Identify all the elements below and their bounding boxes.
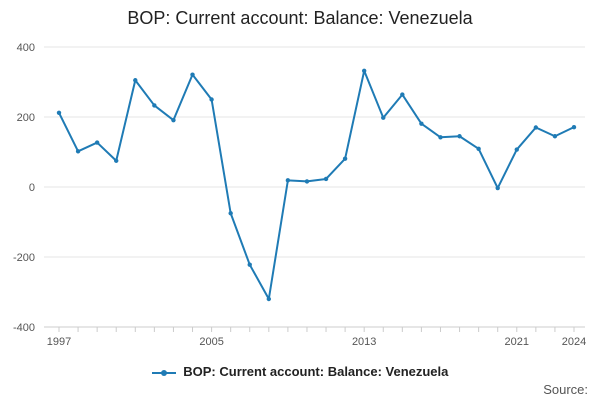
x-tick-label: 2005 xyxy=(199,336,223,348)
y-tick-label: -200 xyxy=(13,252,35,264)
series-line xyxy=(58,69,575,300)
data-point xyxy=(190,72,195,77)
x-tick-label: 2024 xyxy=(562,336,586,348)
data-point xyxy=(228,211,233,216)
x-tick-label: 2013 xyxy=(352,336,376,348)
chart-title: BOP: Current account: Balance: Venezuela xyxy=(127,8,473,28)
y-tick-label: 200 xyxy=(17,112,35,124)
data-point xyxy=(247,262,252,267)
data-point xyxy=(133,78,138,83)
data-point xyxy=(419,121,424,126)
y-tick-label: 400 xyxy=(17,42,35,54)
x-axis: 1997 2005 2013 2021 2024 xyxy=(44,326,586,348)
data-point xyxy=(323,176,329,182)
data-point xyxy=(56,110,62,116)
y-tick-label: 0 xyxy=(29,182,35,194)
data-point xyxy=(400,92,405,97)
data-point xyxy=(514,147,519,152)
data-point xyxy=(476,146,481,152)
data-point xyxy=(152,103,157,108)
data-point xyxy=(266,296,272,302)
data-point xyxy=(552,134,558,139)
x-tick-label: 2021 xyxy=(505,336,529,348)
legend-label: BOP: Current account: Balance: Venezuela xyxy=(183,364,449,379)
data-point xyxy=(438,135,443,140)
data-point xyxy=(495,185,500,191)
legend[interactable]: BOP: Current account: Balance: Venezuela xyxy=(0,364,600,379)
data-point xyxy=(75,149,81,154)
data-point xyxy=(304,179,310,184)
x-tick-label: 1997 xyxy=(47,336,71,348)
data-point xyxy=(342,156,348,161)
source-label: Source: xyxy=(543,382,588,397)
data-point xyxy=(457,134,462,139)
data-point xyxy=(533,125,539,130)
y-axis: 400 200 0 -200 -400 xyxy=(13,42,35,334)
data-point xyxy=(209,97,214,102)
legend-swatch-icon xyxy=(151,369,176,376)
data-point xyxy=(285,178,291,183)
data-point xyxy=(571,124,577,130)
data-point xyxy=(361,68,367,74)
data-point xyxy=(381,115,386,120)
gridlines xyxy=(44,46,585,328)
y-tick-label: -400 xyxy=(13,322,35,334)
series-group xyxy=(56,68,577,302)
data-point xyxy=(114,158,119,163)
data-point xyxy=(171,117,176,123)
data-point xyxy=(94,140,100,145)
